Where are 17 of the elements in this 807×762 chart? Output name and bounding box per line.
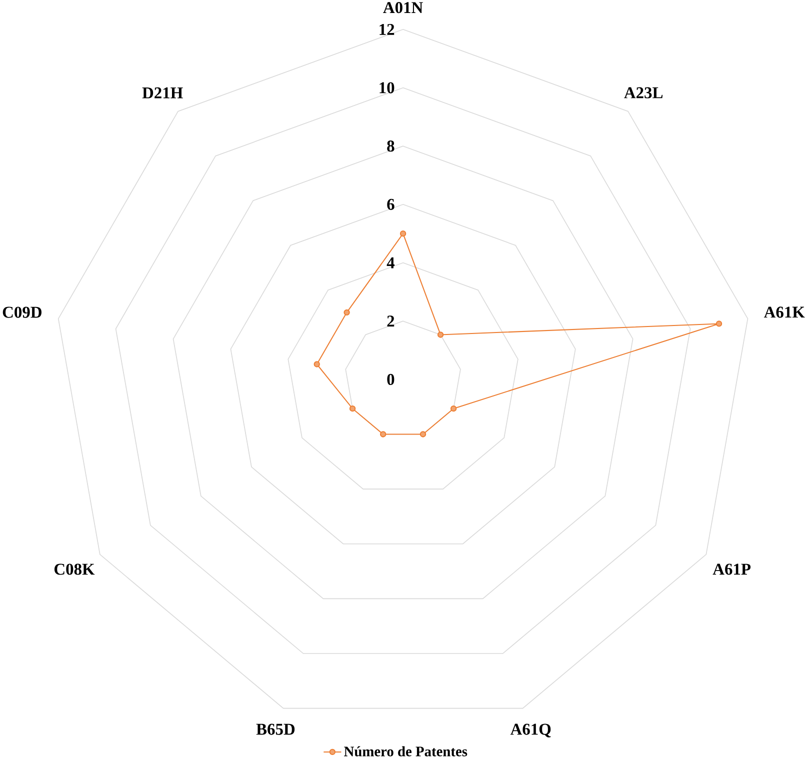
spoke-label: A23L — [624, 87, 663, 98]
spoke-label: D21H — [142, 87, 183, 98]
y-tick-label: 6 — [387, 198, 394, 210]
spoke-label: A61K — [764, 306, 805, 318]
y-tick-label: 12 — [380, 24, 394, 35]
spoke-label: B65D — [256, 724, 295, 735]
y-tick-label: 10 — [380, 82, 394, 94]
spoke-label: A61P — [712, 564, 751, 575]
spoke-label: C09D — [2, 306, 42, 318]
y-tick-label: 8 — [387, 140, 394, 152]
spoke-label: A01N — [383, 2, 423, 14]
y-tick-label: 0 — [387, 374, 394, 386]
legend-label: Número de Patentes — [344, 746, 468, 756]
y-tick-label: 2 — [387, 316, 394, 327]
spoke-label: A61Q — [510, 724, 551, 738]
y-tick-label: 4 — [386, 257, 395, 268]
spoke-label: C08K — [54, 564, 95, 575]
